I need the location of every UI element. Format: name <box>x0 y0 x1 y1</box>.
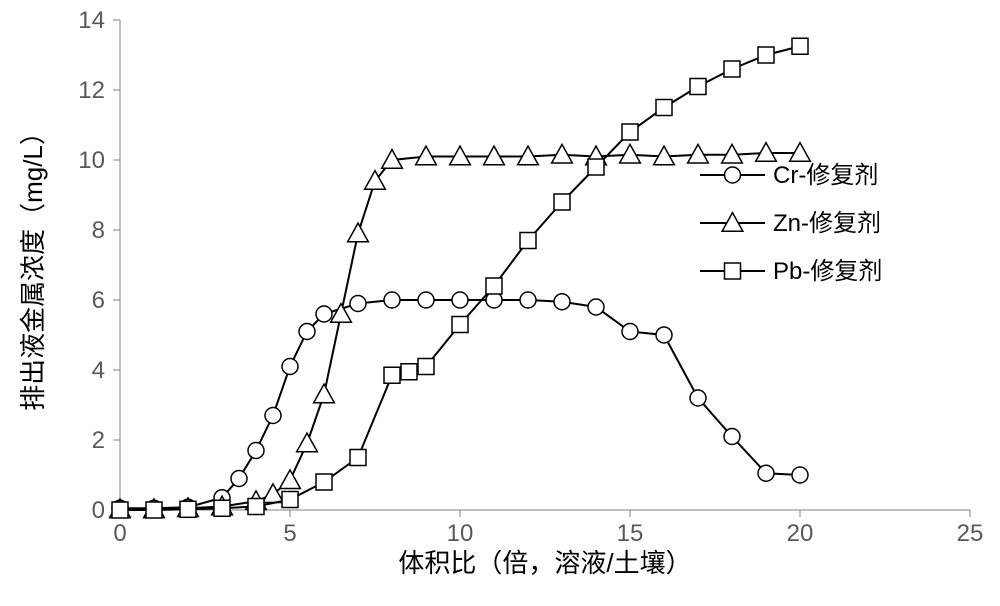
x-axis-label: 体积比（倍，溶液/土壤） <box>398 548 691 578</box>
y-tick-label: 10 <box>78 147 105 174</box>
line-chart: 0 5 10 15 20 25 0 2 4 6 8 10 12 14 体积比（倍，溶液/土壤） 排出液金属浓度… <box>0 0 1000 606</box>
legend-label: Cr-修复剂 <box>773 162 878 189</box>
x-tick-label: 10 <box>447 520 474 547</box>
y-tick-label: 14 <box>78 7 105 34</box>
y-tick-label: 2 <box>92 427 105 454</box>
legend-label: Zn-修复剂 <box>773 210 881 237</box>
y-tick-label: 4 <box>92 357 105 384</box>
legend-label: Pb-修复剂 <box>773 258 882 285</box>
y-tick-label: 8 <box>92 217 105 244</box>
y-tick-label: 6 <box>92 287 105 314</box>
x-tick-label: 25 <box>957 520 984 547</box>
chart-container: 0 5 10 15 20 25 0 2 4 6 8 10 12 14 体积比（倍，溶液/土壤） 排出液金属浓度… <box>0 0 1000 606</box>
x-tick-label: 0 <box>113 520 126 547</box>
y-axis-label: 排出液金属浓度（mg/L） <box>18 119 48 411</box>
y-tick-label: 0 <box>92 497 105 524</box>
x-tick-label: 20 <box>787 520 814 547</box>
x-tick-label: 15 <box>617 520 644 547</box>
x-tick-label: 5 <box>283 520 296 547</box>
y-tick-label: 12 <box>78 77 105 104</box>
